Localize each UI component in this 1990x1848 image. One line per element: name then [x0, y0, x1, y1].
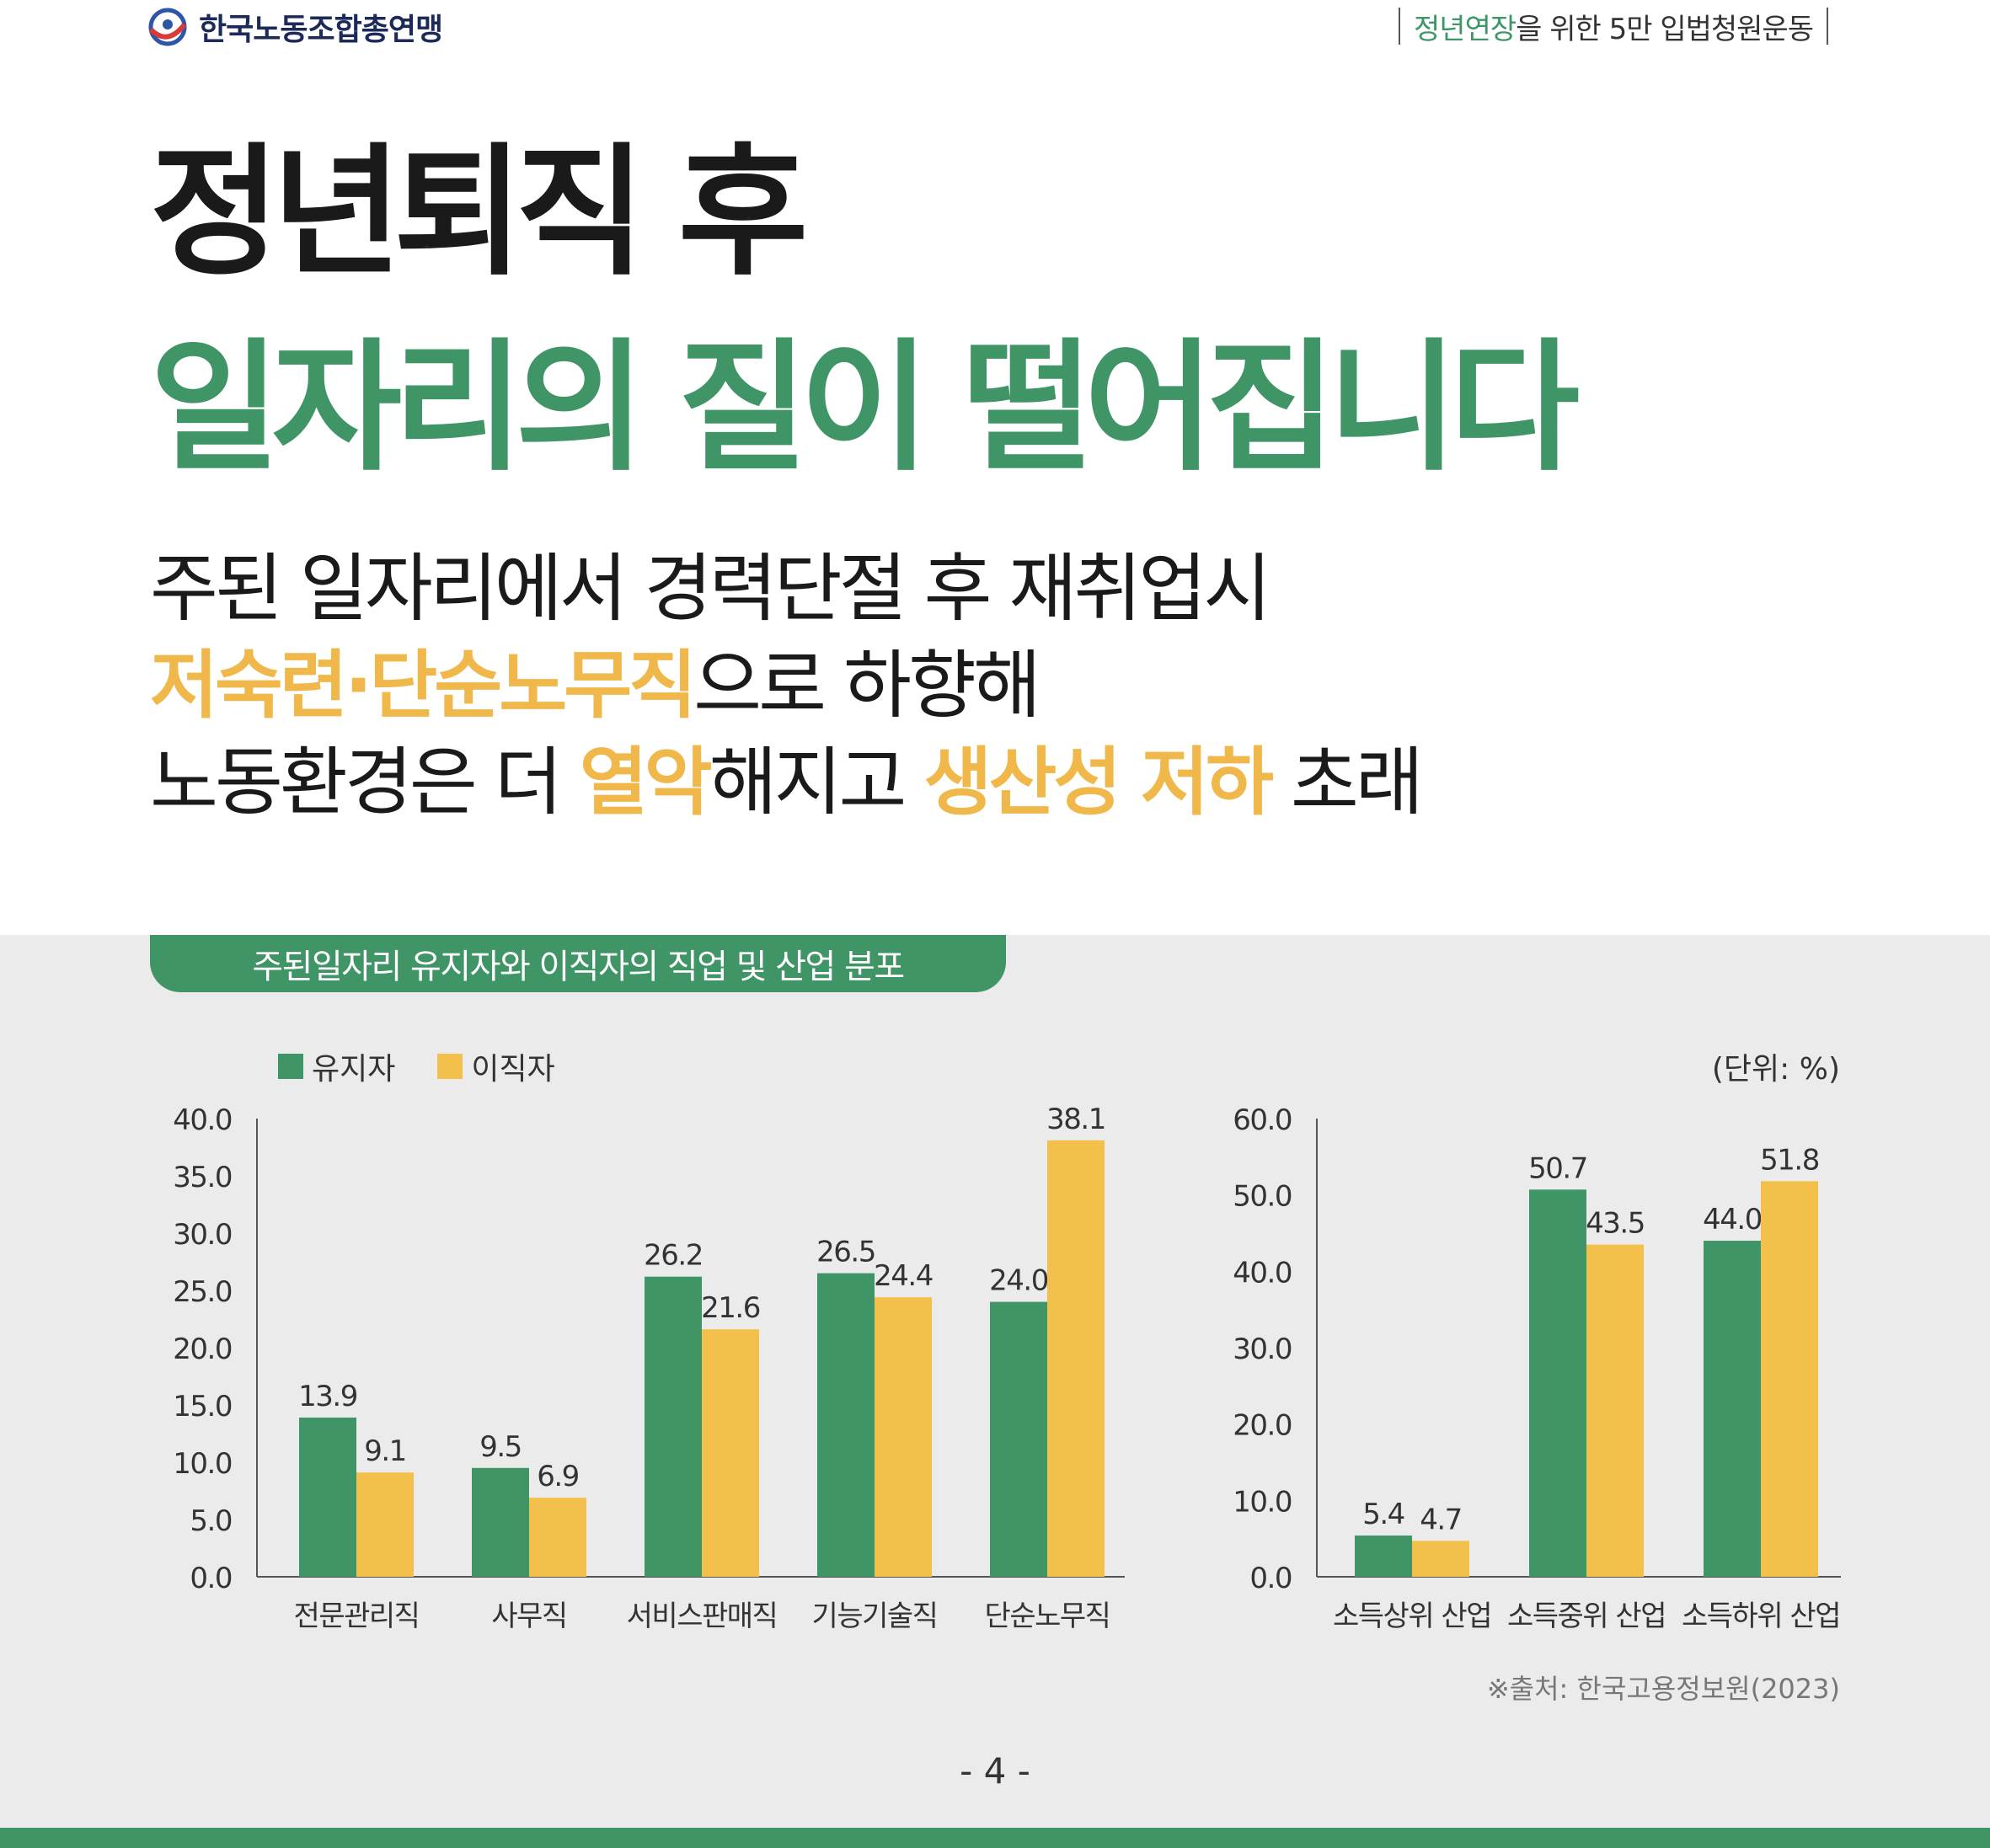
x-tick-label: 소득하위 산업 — [1682, 1600, 1840, 1633]
bar — [1586, 1244, 1644, 1577]
bar — [472, 1467, 529, 1577]
legend-swatch-green — [278, 1054, 303, 1079]
y-tick-label: 20.0 — [1233, 1409, 1292, 1443]
footer-bar — [0, 1828, 1990, 1848]
y-tick-label: 20.0 — [173, 1333, 232, 1366]
y-tick-label: 10.0 — [1233, 1485, 1292, 1519]
y-tick-label: 60.0 — [1233, 1103, 1292, 1137]
page-number: - 4 - — [960, 1750, 1030, 1792]
subtitle-line-1: 주된 일자리에서 경력단절 후 재취업시 — [150, 552, 1271, 626]
subtitle-line-3: 노동환경은 더 열악해지고 생산성 저하 초래 — [150, 745, 1424, 820]
campaign-text: 을 위한 5만 입법청원운동 — [1516, 12, 1814, 46]
bar — [1412, 1541, 1469, 1577]
subtitle-text: 으로 하향해 — [693, 642, 1041, 729]
bar — [702, 1329, 759, 1577]
page-title-highlight: 일자리의 질이 떨어집니다 — [150, 325, 1580, 490]
source-note: ※출처: 한국고용정보원(2023) — [1486, 1673, 1840, 1705]
data-label: 4.7 — [1420, 1503, 1462, 1536]
org-name: 한국노동조합총연맹 — [199, 13, 443, 47]
x-tick-label: 단순노무직 — [985, 1600, 1110, 1633]
data-label: 6.9 — [537, 1460, 579, 1493]
data-label: 9.1 — [364, 1434, 406, 1468]
x-tick-label: 소득중위 산업 — [1507, 1600, 1666, 1633]
y-tick-label: 10.0 — [173, 1447, 232, 1481]
subtitle-highlight: 저숙련·단순노무직 — [150, 642, 697, 729]
unit-label: (단위: %) — [1711, 1052, 1840, 1087]
campaign-header: 정년연장 을 위한 5만 입법청원운동 — [1385, 7, 1842, 46]
org-logo: 한국노동조합총연맹 — [147, 5, 443, 49]
campaign-highlight: 정년연장 — [1414, 12, 1517, 46]
data-label: 21.6 — [701, 1291, 760, 1325]
data-label: 26.5 — [816, 1236, 875, 1269]
bar — [1355, 1536, 1412, 1577]
bar — [875, 1297, 932, 1577]
bar — [529, 1498, 586, 1577]
bar — [1704, 1241, 1761, 1577]
subtitle-text: 주된 일자리에서 경력단절 후 재취업시 — [150, 545, 1271, 632]
chart-panel-title: 주된일자리 유지자와 이직자의 직업 및 산업 분포 — [150, 935, 1006, 992]
x-tick-label: 서비스판매직 — [627, 1600, 778, 1633]
data-label: 38.1 — [1046, 1103, 1105, 1136]
bar — [1761, 1181, 1818, 1577]
page-title: 정년퇴직 후 — [150, 130, 808, 295]
data-label: 50.7 — [1528, 1151, 1587, 1185]
bar — [356, 1472, 414, 1577]
y-tick-label: 5.0 — [190, 1504, 232, 1538]
x-tick-label: 전문관리직 — [294, 1600, 420, 1633]
legend-item-moved: 이직자 — [437, 1044, 555, 1088]
divider — [1827, 8, 1828, 45]
subtitle-text: 노동환경은 더 — [150, 739, 580, 825]
subtitle-text: 해지고 — [709, 739, 924, 825]
y-tick-label: 0.0 — [190, 1562, 232, 1595]
data-label: 5.4 — [1362, 1498, 1404, 1531]
bar — [645, 1276, 702, 1577]
legend-label: 이직자 — [471, 1052, 555, 1087]
bar — [990, 1301, 1047, 1577]
data-label: 43.5 — [1586, 1207, 1645, 1241]
legend-swatch-yellow — [437, 1054, 463, 1079]
subtitle-text: 초래 — [1270, 739, 1424, 825]
data-label: 26.2 — [644, 1239, 703, 1273]
subtitle-highlight: 생산성 저하 — [923, 739, 1274, 825]
subtitle-highlight: 열악 — [579, 739, 713, 825]
subtitle-line-2: 저숙련·단순노무직으로 하향해 — [150, 649, 1041, 723]
y-tick-label: 15.0 — [173, 1390, 232, 1423]
data-label: 44.0 — [1703, 1203, 1762, 1236]
y-tick-label: 30.0 — [1233, 1333, 1292, 1366]
y-tick-label: 25.0 — [173, 1275, 232, 1309]
y-tick-label: 40.0 — [173, 1103, 232, 1137]
y-tick-label: 35.0 — [173, 1161, 232, 1194]
data-label: 13.9 — [298, 1380, 357, 1413]
x-tick-label: 기능기술직 — [812, 1600, 938, 1633]
divider — [1399, 8, 1401, 45]
org-emblem-icon — [148, 8, 187, 46]
x-tick-label: 소득상위 산업 — [1333, 1600, 1491, 1633]
y-tick-label: 30.0 — [173, 1218, 232, 1252]
data-label: 24.4 — [874, 1259, 933, 1293]
y-tick-label: 40.0 — [1233, 1256, 1292, 1290]
y-tick-label: 50.0 — [1233, 1180, 1292, 1214]
legend-item-retained: 유지자 — [278, 1044, 395, 1088]
bar — [817, 1273, 875, 1577]
y-tick-label: 0.0 — [1249, 1562, 1292, 1595]
x-tick-label: 사무직 — [491, 1600, 566, 1633]
legend-label: 유지자 — [312, 1052, 396, 1087]
bar — [299, 1417, 356, 1577]
chart-legend: 유지자 이직자 — [278, 1044, 555, 1088]
data-label: 24.0 — [989, 1264, 1048, 1298]
data-label: 9.5 — [479, 1430, 522, 1464]
bar — [1529, 1189, 1586, 1577]
bar — [1047, 1140, 1105, 1577]
data-label: 51.8 — [1760, 1143, 1819, 1177]
